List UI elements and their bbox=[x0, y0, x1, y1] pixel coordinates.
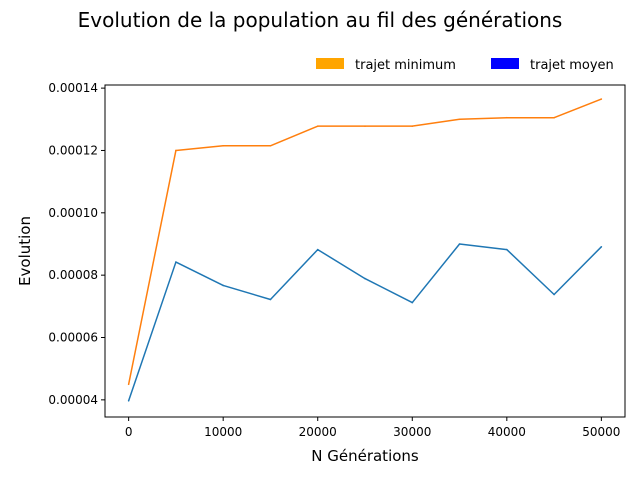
x-tick-label: 20000 bbox=[299, 425, 337, 439]
y-tick-label: 0.00014 bbox=[48, 81, 98, 95]
series-1-point-0 bbox=[127, 399, 130, 402]
series-1-point-4 bbox=[316, 248, 319, 251]
series-1-point-9 bbox=[553, 293, 555, 296]
x-axis-ticks: 0 10000 20000 30000 40000 50000 bbox=[125, 417, 620, 439]
y-tick-label: 0.00006 bbox=[48, 331, 98, 345]
series-1-point-7 bbox=[458, 243, 461, 245]
series-0-point-1 bbox=[175, 149, 177, 152]
series-1-point-2 bbox=[222, 284, 224, 287]
series-0-point-6 bbox=[411, 125, 414, 127]
series-1-point-10 bbox=[600, 245, 603, 248]
series-0-point-2 bbox=[222, 144, 224, 147]
series-1-point-1 bbox=[175, 261, 177, 263]
y-tick-label: 0.00004 bbox=[48, 393, 98, 407]
legend-swatch-trajet-moyen bbox=[491, 58, 519, 69]
y-tick-label: 0.00012 bbox=[48, 143, 98, 157]
series-1-point-6 bbox=[411, 301, 414, 304]
series-0-point-10 bbox=[600, 98, 603, 100]
legend-swatch-trajet-minimum bbox=[316, 58, 344, 69]
series-1-point-8 bbox=[506, 248, 508, 251]
series-0-point-7 bbox=[458, 118, 461, 121]
series-0-point-3 bbox=[269, 144, 272, 147]
x-axis-label: N Générations bbox=[311, 447, 419, 465]
series-line-0 bbox=[127, 98, 602, 385]
series-layer bbox=[127, 98, 603, 402]
y-axis-label: Evolution bbox=[16, 216, 34, 286]
y-tick-label: 0.00010 bbox=[48, 206, 98, 220]
y-tick-label: 0.00008 bbox=[48, 268, 98, 282]
x-tick-label: 40000 bbox=[488, 425, 526, 439]
series-line-1 bbox=[127, 243, 602, 402]
legend-label-trajet-minimum: trajet minimum bbox=[355, 58, 456, 73]
series-0-point-4 bbox=[316, 125, 319, 127]
x-tick-label: 0 bbox=[125, 425, 133, 439]
x-tick-label: 30000 bbox=[393, 425, 431, 439]
legend-label-trajet-moyen: trajet moyen bbox=[530, 58, 614, 73]
y-axis-ticks: 0.00004 0.00006 0.00008 0.00010 0.00012 0.000… bbox=[48, 81, 105, 407]
plot-frame bbox=[104, 84, 626, 418]
series-0-point-0 bbox=[127, 383, 130, 386]
series-1-point-3 bbox=[269, 298, 272, 301]
x-tick-label: 10000 bbox=[204, 425, 242, 439]
series-0-point-8 bbox=[506, 116, 508, 119]
x-tick-label: 50000 bbox=[582, 425, 620, 439]
series-0-point-9 bbox=[553, 116, 555, 119]
series-1-point-5 bbox=[364, 277, 366, 280]
legend: trajet minimum trajet moyen bbox=[316, 58, 614, 73]
chart-title: Evolution de la population au fil des gé… bbox=[78, 8, 563, 32]
series-0-point-5 bbox=[364, 125, 366, 127]
